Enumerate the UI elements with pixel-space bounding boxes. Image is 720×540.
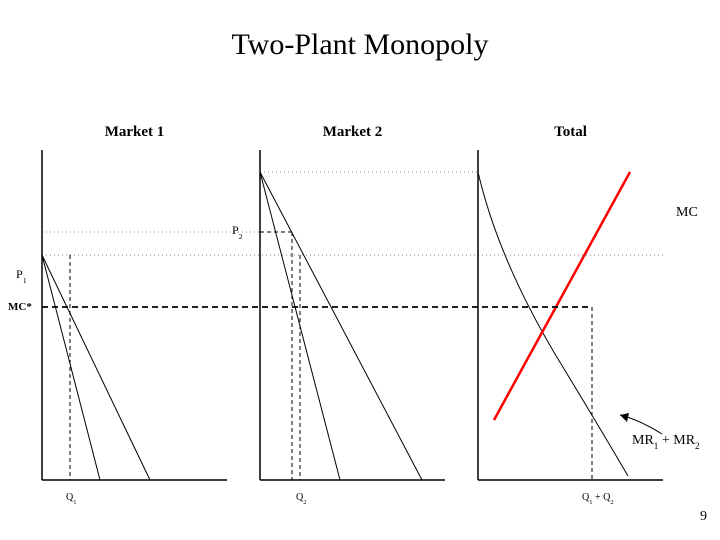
demand-mr-curves [42, 172, 422, 480]
axes [42, 150, 663, 480]
q2-label: Q2 [296, 492, 306, 506]
p1-label: P1 [16, 267, 27, 285]
market1-title: Market 1 [105, 124, 165, 140]
page-number: 9 [700, 509, 707, 524]
quantity-reference-lines [70, 232, 592, 480]
total-title: Total [554, 124, 587, 140]
q1-label: Q1 [66, 492, 76, 506]
mc-star-label: MC* [8, 301, 32, 313]
p2-label: P2 [232, 223, 243, 241]
mr-arrow-head [620, 413, 629, 422]
mr-sum-label: MR1 + MR2 [632, 433, 700, 451]
market2-title: Market 2 [323, 124, 383, 140]
q1-plus-q2-label: Q1 + Q2 [582, 492, 614, 506]
price-reference-lines [42, 172, 663, 255]
mc-label: MC [676, 205, 698, 220]
mc-line [494, 172, 630, 420]
two-plant-monopoly-diagram: Market 1 Market 2 Total MC P2 P1 MC* Q1 … [0, 0, 720, 540]
page-title: Two-Plant Monopoly [0, 28, 720, 62]
